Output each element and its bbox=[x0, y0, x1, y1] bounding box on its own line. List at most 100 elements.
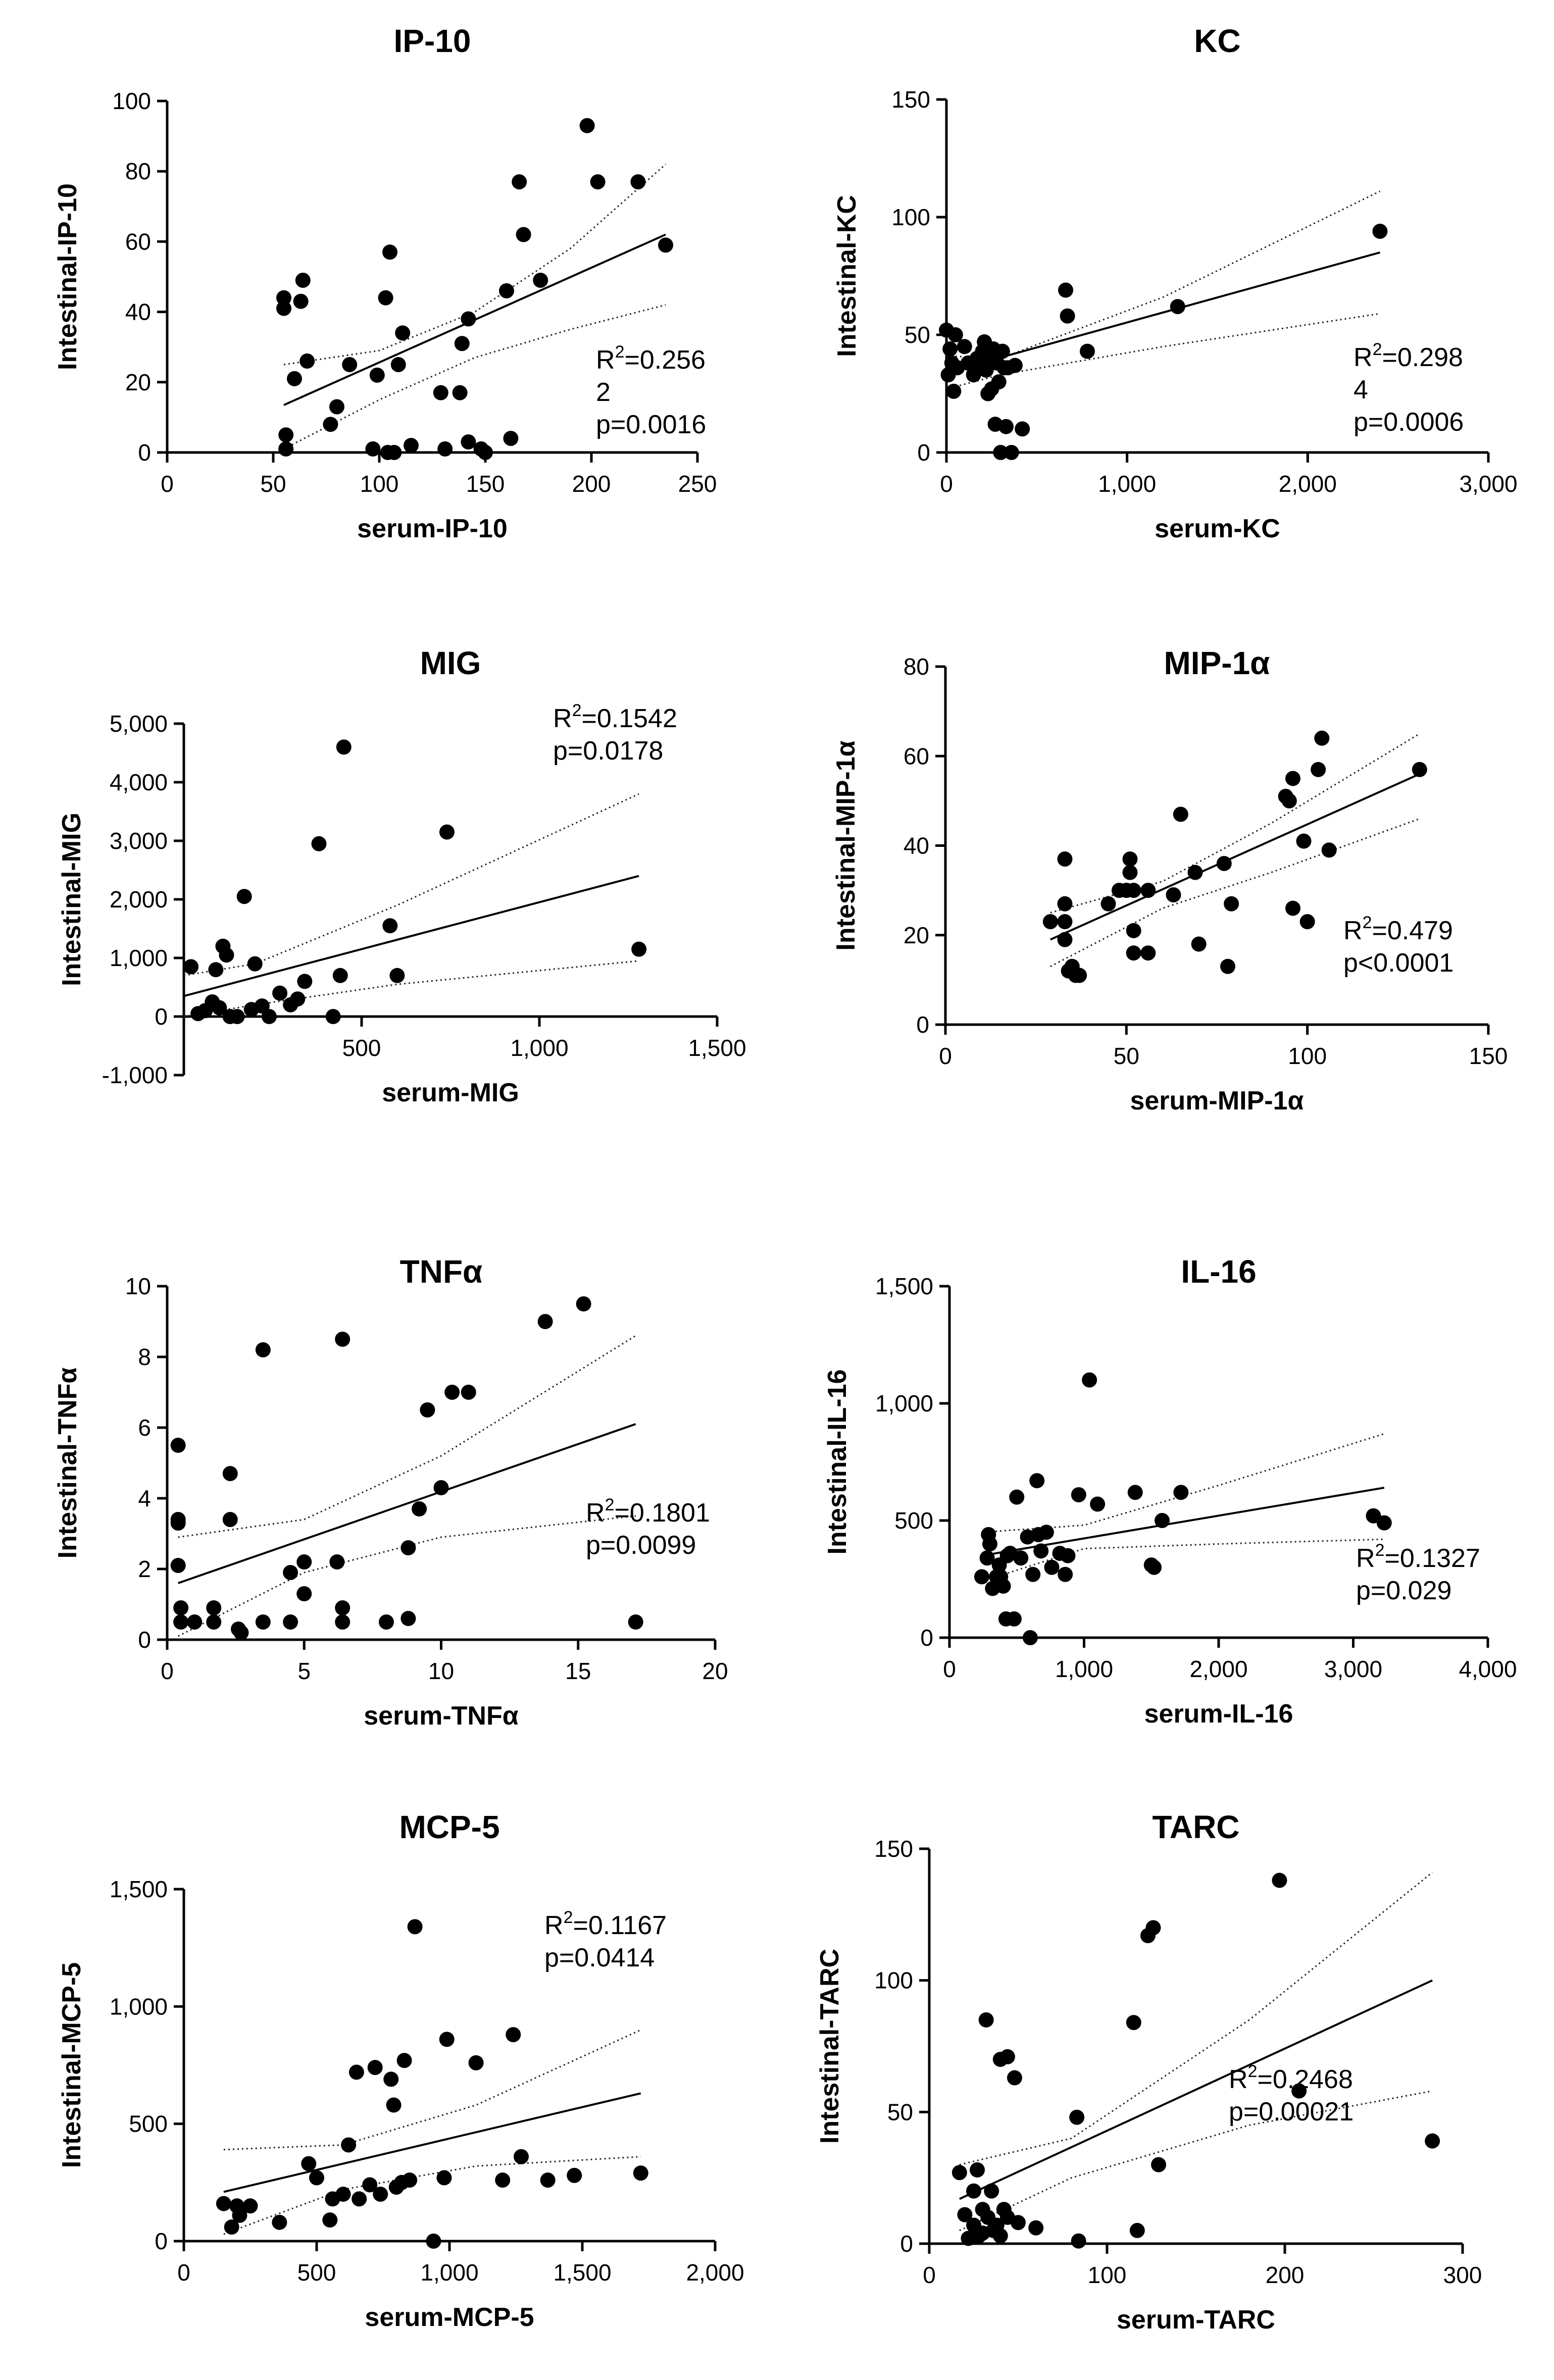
x-tick-label: 100 bbox=[1088, 2262, 1127, 2288]
data-point bbox=[301, 2156, 317, 2171]
data-point bbox=[170, 1438, 186, 1453]
y-tick-label: 0 bbox=[900, 2231, 913, 2257]
chart-title: MIP-1α bbox=[1164, 645, 1270, 681]
data-point bbox=[1079, 343, 1095, 359]
data-point bbox=[1151, 2157, 1167, 2172]
data-point bbox=[978, 2012, 994, 2028]
x-tick-label: 300 bbox=[1443, 2262, 1482, 2288]
data-point bbox=[628, 1614, 643, 1630]
data-point bbox=[495, 2172, 511, 2188]
data-point bbox=[503, 431, 519, 446]
data-point bbox=[461, 1385, 476, 1400]
p-value-label: p<0.0001 bbox=[1343, 948, 1453, 978]
y-tick-label: 40 bbox=[125, 299, 151, 325]
data-point bbox=[1057, 932, 1073, 947]
y-tick-label: 4 bbox=[138, 1485, 151, 1511]
data-point bbox=[444, 1385, 460, 1400]
r-squared-superscript: 2 bbox=[1248, 2062, 1258, 2081]
data-point bbox=[1140, 883, 1156, 898]
data-point bbox=[272, 2214, 287, 2230]
data-point bbox=[1187, 865, 1203, 880]
regression-line bbox=[178, 1423, 636, 1584]
data-point bbox=[1004, 445, 1019, 460]
data-point bbox=[478, 445, 493, 460]
y-tick-label: 0 bbox=[155, 1003, 168, 1030]
p-value-label: p=0.0099 bbox=[586, 1531, 696, 1560]
data-point bbox=[995, 1578, 1011, 1594]
data-point bbox=[1009, 1489, 1025, 1505]
data-point bbox=[1007, 358, 1023, 373]
ci-upper-band bbox=[981, 1433, 1385, 1533]
ci-upper-band bbox=[183, 793, 639, 977]
data-point bbox=[382, 244, 397, 260]
data-point bbox=[322, 2212, 338, 2228]
data-point bbox=[991, 374, 1007, 390]
data-point bbox=[1058, 1566, 1073, 1582]
x-tick-label: 1,000 bbox=[1055, 1656, 1113, 1682]
data-point bbox=[1173, 1485, 1189, 1500]
x-tick-label: 1,000 bbox=[420, 2259, 478, 2286]
data-point bbox=[386, 2097, 402, 2113]
r-squared-superscript: 2 bbox=[1373, 340, 1382, 359]
x-tick-label: 15 bbox=[565, 1658, 591, 1684]
data-point bbox=[1071, 1487, 1086, 1502]
data-point bbox=[311, 836, 327, 851]
ci-lower-band bbox=[183, 960, 639, 1018]
y-tick-label: 2,000 bbox=[110, 886, 168, 913]
y-tick-label: 4,000 bbox=[110, 769, 168, 795]
data-point bbox=[567, 2167, 582, 2183]
y-tick-label: 500 bbox=[894, 1507, 933, 1534]
data-point bbox=[439, 2032, 455, 2047]
data-point bbox=[255, 1342, 271, 1357]
y-tick-label: 500 bbox=[129, 2111, 168, 2137]
data-point bbox=[631, 941, 647, 957]
x-tick-label: 0 bbox=[939, 1043, 952, 1069]
x-tick-label: 1,000 bbox=[1098, 471, 1156, 497]
r-squared-label: R2=0.298 bbox=[1354, 340, 1463, 372]
data-point bbox=[1224, 896, 1239, 912]
r-squared-superscript: 2 bbox=[605, 1495, 615, 1514]
data-point bbox=[1057, 896, 1073, 912]
data-point bbox=[336, 739, 352, 755]
data-point bbox=[208, 962, 224, 978]
y-tick-label: 60 bbox=[125, 228, 151, 255]
chart-title: IL-16 bbox=[1181, 1253, 1256, 1290]
data-point bbox=[386, 445, 402, 460]
data-point bbox=[994, 343, 1010, 359]
data-point bbox=[290, 991, 306, 1007]
x-tick-label: 50 bbox=[260, 471, 286, 497]
data-point bbox=[335, 2187, 351, 2202]
chart-title: TARC bbox=[1152, 1809, 1240, 1845]
data-point bbox=[278, 441, 294, 457]
data-point bbox=[576, 1296, 591, 1311]
data-point bbox=[222, 1512, 238, 1527]
data-point bbox=[233, 1625, 249, 1640]
x-axis-label: serum-IP-10 bbox=[357, 514, 508, 543]
data-point bbox=[293, 293, 309, 309]
x-axis-label: serum-TNFα bbox=[364, 1701, 518, 1731]
data-point bbox=[362, 2177, 378, 2193]
r-squared-value: =0.479 bbox=[1372, 916, 1453, 945]
x-tick-label: 2,000 bbox=[1279, 471, 1337, 497]
data-point bbox=[974, 1569, 989, 1585]
x-tick-label: 10 bbox=[428, 1658, 454, 1684]
ci-upper-band bbox=[283, 164, 666, 366]
data-point bbox=[400, 1540, 416, 1555]
y-axis-label: Intestinal-MIG bbox=[57, 813, 86, 986]
x-tick-label: 0 bbox=[161, 471, 174, 497]
x-tick-label: 100 bbox=[1288, 1043, 1327, 1069]
regression-line bbox=[959, 1979, 1433, 2200]
data-point bbox=[999, 2049, 1015, 2064]
data-point bbox=[1129, 2222, 1145, 2238]
x-tick-label: 200 bbox=[572, 471, 611, 497]
data-point bbox=[170, 1558, 186, 1573]
chart-title: TNFα bbox=[400, 1253, 483, 1290]
data-point bbox=[454, 336, 470, 351]
r-squared-label: R2=0.1801 bbox=[586, 1495, 710, 1528]
chart-title: MCP-5 bbox=[399, 1809, 499, 1845]
chart-mig: MIG 500 1,000 1,500 -1,000 0 1,000 2,000 3,000 4,… bbox=[57, 645, 746, 1107]
data-point bbox=[367, 2060, 383, 2075]
ci-upper-band bbox=[178, 1335, 636, 1538]
y-tick-label: 20 bbox=[904, 922, 929, 948]
data-point bbox=[1013, 1550, 1029, 1566]
